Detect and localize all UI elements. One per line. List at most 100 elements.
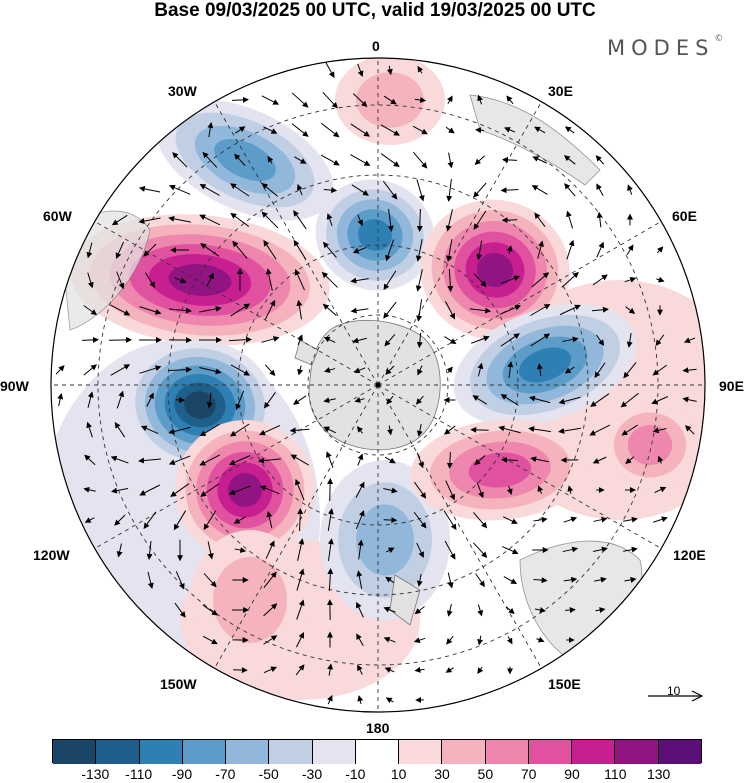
wind-arrow bbox=[145, 272, 156, 289]
wind-arrow bbox=[352, 337, 367, 344]
wind-arrow bbox=[202, 635, 218, 645]
colorbar-tick-label: -70 bbox=[215, 766, 236, 782]
anomaly-contour bbox=[228, 473, 262, 507]
wind-arrow bbox=[443, 510, 457, 531]
wind-arrow bbox=[146, 540, 153, 560]
wind-arrow bbox=[296, 299, 303, 320]
wind-arrow bbox=[143, 243, 157, 257]
wind-arrow bbox=[173, 510, 187, 531]
wind-arrow bbox=[116, 543, 123, 558]
colorbar-tick-label: 70 bbox=[520, 766, 537, 782]
wind-arrow bbox=[327, 538, 334, 561]
wind-arrow bbox=[168, 426, 191, 435]
wind-arrow bbox=[414, 97, 427, 103]
wind-arrow bbox=[385, 697, 394, 704]
wind-arrow bbox=[383, 517, 398, 524]
wind-arrow bbox=[563, 516, 578, 523]
map-border bbox=[50, 57, 706, 713]
wind-arrow bbox=[139, 306, 162, 315]
wind-arrow bbox=[652, 427, 667, 434]
wind-arrow bbox=[534, 607, 546, 613]
wind-arrow bbox=[289, 427, 310, 434]
anomaly-contour bbox=[476, 252, 514, 288]
wind-arrow bbox=[258, 457, 281, 464]
wind-arrow bbox=[110, 487, 129, 494]
wind-arrow bbox=[168, 455, 191, 466]
wind-arrow bbox=[412, 151, 428, 169]
wind-arrow bbox=[263, 392, 276, 409]
anomaly-contour bbox=[168, 264, 232, 296]
wind-arrow bbox=[502, 516, 518, 524]
wind-arrow bbox=[233, 667, 248, 674]
colorbar-tick-label: -30 bbox=[301, 766, 323, 782]
wind-arrow bbox=[447, 268, 454, 292]
wind-arrow bbox=[537, 485, 544, 494]
wind-arrow bbox=[413, 481, 427, 499]
wind-arrow bbox=[563, 576, 578, 583]
anomaly-contour bbox=[627, 425, 673, 465]
colorbar-swatch bbox=[226, 740, 270, 764]
wind-arrow bbox=[558, 396, 581, 405]
wind-arrow bbox=[261, 336, 280, 343]
wind-arrow bbox=[353, 93, 368, 108]
wind-arrow bbox=[445, 301, 456, 320]
wind-arrow bbox=[477, 666, 484, 674]
wind-arrow bbox=[592, 456, 607, 464]
colorbar-swatch bbox=[355, 740, 400, 764]
wind-arrow bbox=[501, 456, 518, 463]
wind-arrow bbox=[593, 546, 608, 553]
colorbar-tick-label: -110 bbox=[125, 766, 153, 782]
wind-arrow bbox=[327, 663, 334, 676]
wind-arrow bbox=[564, 126, 575, 134]
anomaly-contour bbox=[356, 504, 414, 576]
wind-arrow bbox=[322, 91, 338, 109]
wind-arrow bbox=[267, 155, 274, 164]
figure-title: Base 09/03/2025 00 UTC, valid 19/03/2025… bbox=[154, 0, 596, 21]
wind-arrow bbox=[199, 454, 220, 466]
colorbar-swatch bbox=[528, 740, 573, 764]
wind-arrow bbox=[413, 637, 426, 643]
wind-arrow bbox=[416, 332, 423, 349]
wind-arrow bbox=[651, 396, 669, 405]
wind-arrow bbox=[261, 182, 279, 197]
wind-arrow bbox=[326, 213, 333, 227]
wind-arrow bbox=[206, 392, 213, 409]
wind-arrow bbox=[594, 362, 606, 379]
wind-arrow bbox=[263, 635, 278, 645]
wind-arrow bbox=[380, 124, 400, 136]
meridian-line bbox=[377, 219, 665, 386]
wind-arrow bbox=[506, 485, 513, 495]
wind-arrow bbox=[230, 303, 251, 317]
wind-arrow bbox=[657, 455, 664, 464]
wind-arrow bbox=[415, 269, 423, 292]
wind-arrow bbox=[506, 245, 513, 254]
wind-arrow bbox=[206, 272, 214, 287]
wind-arrow bbox=[263, 239, 277, 260]
wind-arrow bbox=[536, 636, 545, 643]
wind-arrow bbox=[624, 276, 637, 283]
wind-arrow bbox=[534, 212, 546, 228]
wind-arrow bbox=[564, 183, 576, 197]
lon-label-60e: 60E bbox=[672, 208, 697, 224]
anomaly-contour bbox=[184, 391, 216, 419]
wind-arrow bbox=[169, 307, 192, 314]
wind-arrow bbox=[533, 516, 548, 523]
wind-arrow bbox=[507, 361, 514, 378]
wind-arrow bbox=[202, 151, 218, 168]
wind-arrow bbox=[357, 453, 364, 466]
wind-arrow bbox=[506, 636, 513, 645]
wind-arrow bbox=[506, 95, 514, 105]
wind-arrow bbox=[626, 333, 633, 348]
wind-arrow bbox=[264, 364, 276, 377]
wind-arrow bbox=[351, 184, 369, 196]
wind-arrow bbox=[564, 366, 575, 374]
wind-arrow bbox=[656, 246, 664, 254]
wind-arrow bbox=[566, 239, 575, 260]
lon-label-120w: 120W bbox=[33, 547, 70, 563]
wind-arrow bbox=[654, 486, 667, 494]
colorbar-tick-label: -50 bbox=[258, 766, 279, 782]
wind-arrow bbox=[322, 241, 337, 258]
wind-arrow bbox=[383, 301, 397, 319]
wind-arrow bbox=[384, 456, 396, 464]
wind-arrow bbox=[199, 214, 221, 226]
